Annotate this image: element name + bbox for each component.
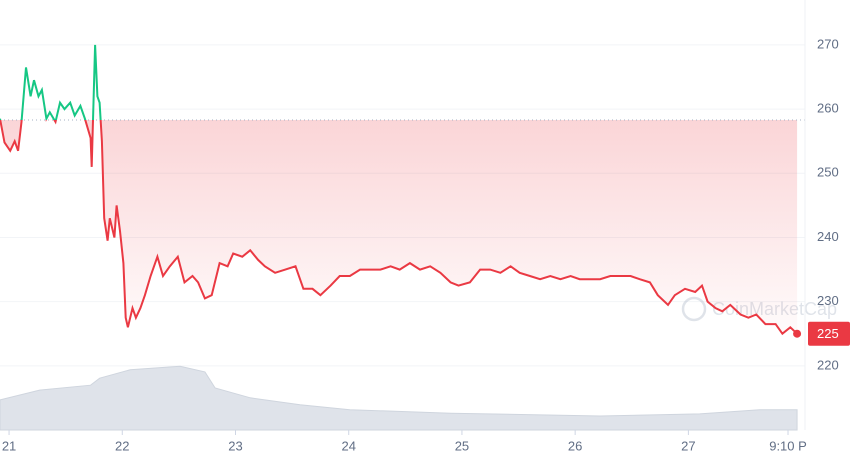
- x-tick-label: 25: [455, 438, 469, 453]
- x-tick-label: 23: [228, 438, 242, 453]
- x-tick-label: 9:10 P: [769, 438, 807, 453]
- y-tick-label: 230: [817, 293, 839, 308]
- price-line-up: [0, 44, 102, 121]
- y-tick-label: 220: [817, 357, 839, 372]
- price-line-down: [0, 120, 798, 336]
- watermark-logo: [681, 296, 707, 322]
- y-tick-label: 240: [817, 229, 839, 244]
- x-tick-label: 24: [341, 438, 355, 453]
- x-tick-label: 22: [115, 438, 129, 453]
- y-tick-label: 260: [817, 101, 839, 116]
- y-tick-label: 270: [817, 36, 839, 51]
- y-tick-label: 250: [817, 165, 839, 180]
- plot: [0, 44, 805, 338]
- price-badge: [808, 321, 850, 346]
- axes: 220 230 240 250 260 270 21 22 23 24 25 26 27 9:10 P 22…: [2, 36, 850, 453]
- below-area: [0, 120, 798, 334]
- price-badge-label: 225: [817, 326, 839, 341]
- volume-area: [0, 365, 798, 431]
- x-tick-label: 21: [2, 438, 16, 453]
- x-tick-label: 26: [568, 438, 582, 453]
- last-point: [793, 329, 802, 338]
- volume: [0, 365, 798, 431]
- x-tick-label: 27: [681, 438, 695, 453]
